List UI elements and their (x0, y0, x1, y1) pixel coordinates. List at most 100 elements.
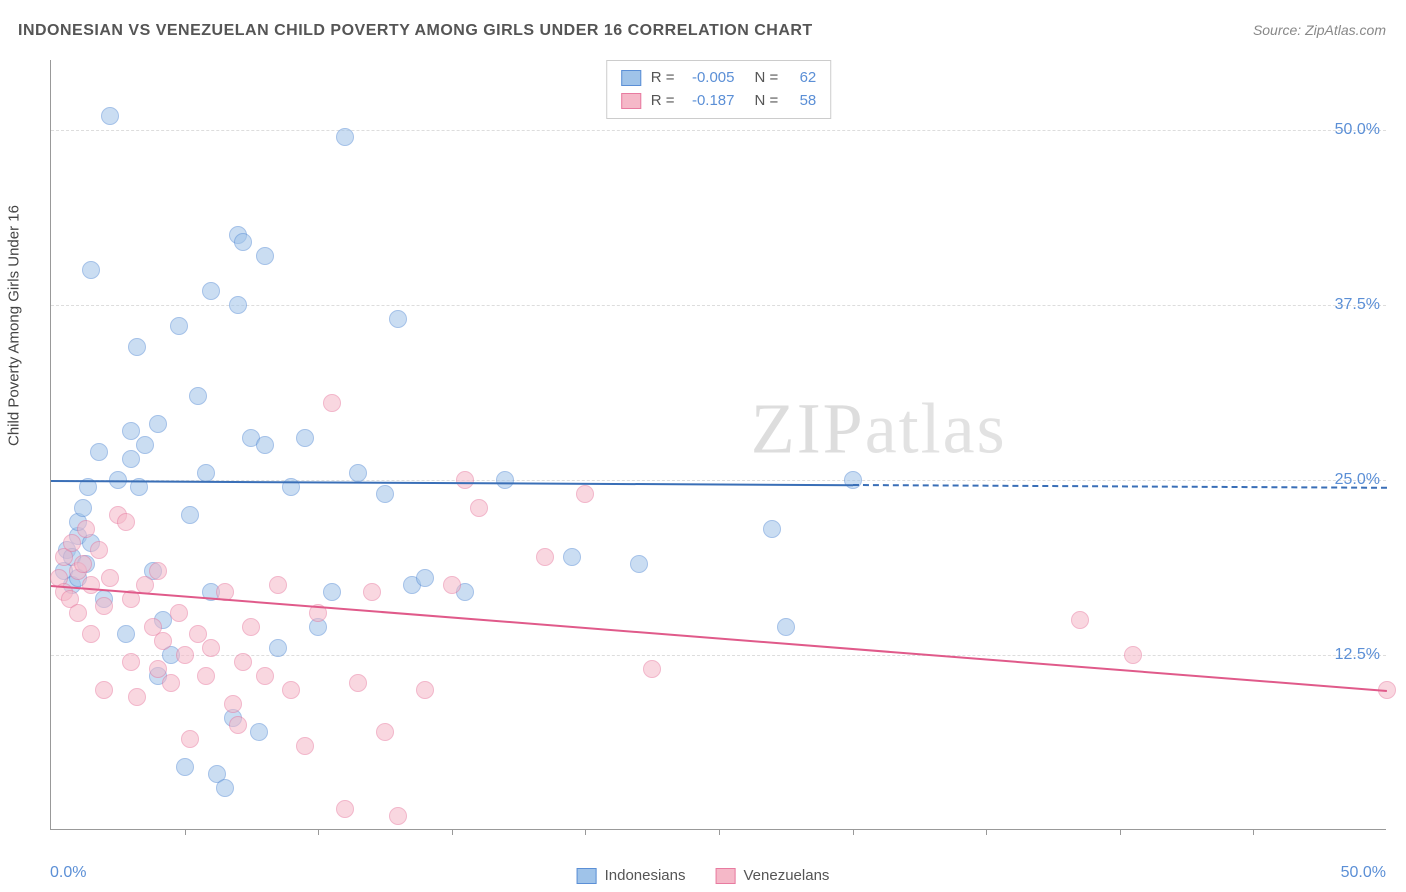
scatter-point (296, 429, 314, 447)
scatter-point (82, 625, 100, 643)
scatter-point (149, 660, 167, 678)
stat-r-label: R = (651, 90, 675, 113)
x-tick (986, 829, 987, 835)
stat-r-value: -0.187 (685, 90, 735, 113)
stats-legend: R =-0.005N =62R =-0.187N =58 (606, 60, 832, 119)
x-tick (719, 829, 720, 835)
legend-swatch (577, 868, 597, 884)
scatter-point (117, 625, 135, 643)
stat-n-label: N = (755, 67, 779, 90)
scatter-point (389, 807, 407, 825)
scatter-point (224, 695, 242, 713)
scatter-point (181, 506, 199, 524)
scatter-point (162, 674, 180, 692)
scatter-point (122, 450, 140, 468)
gridline-h (51, 655, 1386, 656)
y-axis-label: Child Poverty Among Girls Under 16 (6, 205, 23, 446)
scatter-point (389, 310, 407, 328)
scatter-point (154, 632, 172, 650)
scatter-point (456, 471, 474, 489)
y-tick-label: 12.5% (1335, 646, 1380, 664)
scatter-point (63, 534, 81, 552)
scatter-point (763, 520, 781, 538)
scatter-point (282, 681, 300, 699)
trend-line (51, 585, 1387, 692)
stats-row: R =-0.005N =62 (621, 67, 817, 90)
stat-n-label: N = (755, 90, 779, 113)
stats-row: R = -0.187 N = 58 (621, 90, 817, 113)
legend-item: Venezuelans (716, 867, 830, 884)
scatter-point (95, 597, 113, 615)
scatter-point (323, 394, 341, 412)
scatter-point (74, 499, 92, 517)
scatter-point (349, 464, 367, 482)
x-axis-min-label: 0.0% (50, 864, 86, 882)
stat-n-value: 58 (788, 90, 816, 113)
y-tick-label: 37.5% (1335, 296, 1380, 314)
scatter-point (256, 247, 274, 265)
scatter-point (90, 541, 108, 559)
x-tick (452, 829, 453, 835)
scatter-point (376, 485, 394, 503)
scatter-point (181, 730, 199, 748)
source-attribution: Source: ZipAtlas.com (1253, 22, 1386, 38)
scatter-point (336, 128, 354, 146)
x-axis-max-label: 50.0% (1341, 864, 1386, 882)
scatter-point (136, 436, 154, 454)
y-tick-label: 50.0% (1335, 121, 1380, 139)
legend-label: Indonesians (605, 867, 686, 884)
scatter-point (128, 688, 146, 706)
scatter-point (256, 667, 274, 685)
scatter-point (176, 758, 194, 776)
scatter-point (82, 576, 100, 594)
scatter-point (630, 555, 648, 573)
scatter-point (189, 625, 207, 643)
scatter-point (496, 471, 514, 489)
x-tick (318, 829, 319, 835)
scatter-point (117, 513, 135, 531)
scatter-point (443, 576, 461, 594)
scatter-point (122, 422, 140, 440)
stat-r-label: R = (651, 67, 675, 90)
scatter-point (234, 233, 252, 251)
scatter-point (470, 499, 488, 517)
chart-title: INDONESIAN VS VENEZUELAN CHILD POVERTY A… (18, 22, 813, 40)
scatter-point (256, 436, 274, 454)
scatter-point (90, 443, 108, 461)
scatter-point (216, 779, 234, 797)
scatter-point (349, 674, 367, 692)
gridline-h (51, 130, 1386, 131)
legend-label: Venezuelans (744, 867, 830, 884)
plot-area: ZIPatlas R =-0.005N =62R =-0.187N =58 12… (50, 60, 1386, 830)
stat-r-value: -0.005 (685, 67, 735, 90)
scatter-point (95, 681, 113, 699)
scatter-point (82, 261, 100, 279)
scatter-point (563, 548, 581, 566)
scatter-point (77, 520, 95, 538)
scatter-point (296, 737, 314, 755)
x-tick (1253, 829, 1254, 835)
scatter-point (416, 569, 434, 587)
scatter-point (363, 583, 381, 601)
scatter-point (74, 555, 92, 573)
scatter-point (323, 583, 341, 601)
scatter-point (229, 296, 247, 314)
scatter-point (643, 660, 661, 678)
trend-line-dash (853, 484, 1387, 489)
scatter-point (149, 562, 167, 580)
scatter-point (149, 415, 167, 433)
scatter-point (242, 618, 260, 636)
scatter-point (197, 464, 215, 482)
scatter-point (844, 471, 862, 489)
scatter-point (376, 723, 394, 741)
x-tick (1120, 829, 1121, 835)
x-tick (853, 829, 854, 835)
scatter-point (128, 338, 146, 356)
x-tick (185, 829, 186, 835)
legend-item: Indonesians (577, 867, 686, 884)
scatter-point (1124, 646, 1142, 664)
scatter-point (176, 646, 194, 664)
scatter-point (536, 548, 554, 566)
scatter-point (69, 604, 87, 622)
scatter-point (101, 107, 119, 125)
